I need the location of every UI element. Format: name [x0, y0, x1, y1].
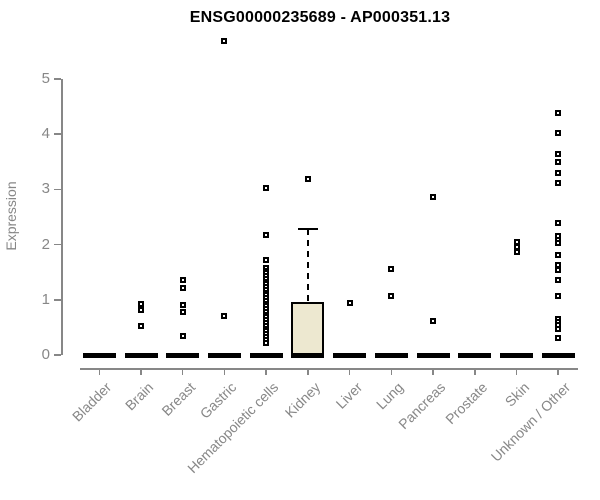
- outlier-point: [179, 277, 186, 284]
- x-tick: [348, 369, 351, 375]
- y-tick-label: 3: [41, 180, 50, 198]
- outlier-point: [555, 180, 562, 187]
- y-tick-label: 5: [41, 70, 50, 87]
- y-tick-label: 0: [41, 346, 50, 363]
- outlier-point: [221, 37, 228, 44]
- outlier-point: [138, 323, 145, 330]
- outlier-point: [263, 256, 270, 263]
- median-line: [333, 352, 367, 358]
- outlier-point: [263, 185, 270, 192]
- chart-title: ENSG00000235689 - AP000351.13: [189, 9, 451, 26]
- outlier-point: [513, 249, 520, 256]
- outlier-point: [555, 129, 562, 136]
- outlier-point: [388, 292, 395, 299]
- y-tick: [54, 133, 61, 135]
- median-line: [374, 352, 408, 358]
- outlier-point: [179, 333, 186, 340]
- x-tick: [181, 369, 184, 375]
- median-line: [416, 352, 450, 358]
- outlier-point: [304, 176, 311, 183]
- outlier-point: [263, 340, 270, 347]
- x-tick: [557, 369, 559, 375]
- median-line: [166, 352, 200, 358]
- median-line: [249, 352, 283, 358]
- x-tick: [223, 369, 226, 375]
- outlier-point: [555, 266, 562, 273]
- outlier-point: [555, 325, 562, 332]
- x-tick: [474, 369, 476, 375]
- median-line: [541, 352, 575, 358]
- x-tick: [515, 369, 518, 375]
- outlier-point: [221, 312, 228, 319]
- outlier-point: [555, 292, 562, 299]
- x-tick: [432, 369, 434, 375]
- median-line: [291, 352, 325, 358]
- x-tick: [98, 369, 101, 375]
- median-line: [458, 352, 492, 358]
- median-line: [124, 352, 158, 358]
- outlier-point: [179, 301, 186, 308]
- outlier-point: [513, 243, 520, 250]
- x-tick: [307, 369, 309, 375]
- x-tick: [265, 369, 267, 375]
- outlier-point: [138, 301, 145, 308]
- y-tick: [54, 78, 61, 80]
- outlier-point: [179, 308, 186, 315]
- median-line: [207, 352, 241, 358]
- whisker: [306, 228, 309, 302]
- box: [291, 302, 325, 355]
- y-tick-label: 4: [41, 125, 50, 143]
- outlier-point: [555, 220, 562, 227]
- outlier-point: [555, 251, 562, 258]
- x-tick: [140, 369, 142, 375]
- y-tick: [54, 354, 61, 356]
- outlier-point: [555, 335, 562, 342]
- y-tick: [54, 188, 61, 191]
- outlier-point: [555, 170, 562, 177]
- outlier-point: [138, 306, 145, 313]
- median-line: [82, 352, 116, 358]
- x-tick: [390, 369, 393, 375]
- outlier-point: [555, 150, 562, 157]
- outlier-point: [555, 240, 562, 247]
- outlier-point: [263, 232, 270, 239]
- y-axis-line: [61, 79, 63, 355]
- outlier-point: [388, 266, 395, 273]
- outlier-point: [430, 317, 437, 324]
- y-tick: [54, 299, 61, 301]
- outlier-point: [555, 158, 562, 165]
- outlier-point: [346, 299, 353, 306]
- outlier-point: [555, 276, 562, 283]
- y-tick-label: 1: [41, 290, 50, 308]
- y-tick-label: 2: [41, 235, 50, 253]
- y-tick: [54, 243, 61, 246]
- outlier-point: [179, 284, 186, 291]
- x-axis-line: [80, 368, 578, 370]
- whisker-cap: [297, 227, 318, 230]
- outlier-point: [430, 193, 437, 200]
- outlier-point: [555, 110, 562, 117]
- median-line: [500, 352, 533, 358]
